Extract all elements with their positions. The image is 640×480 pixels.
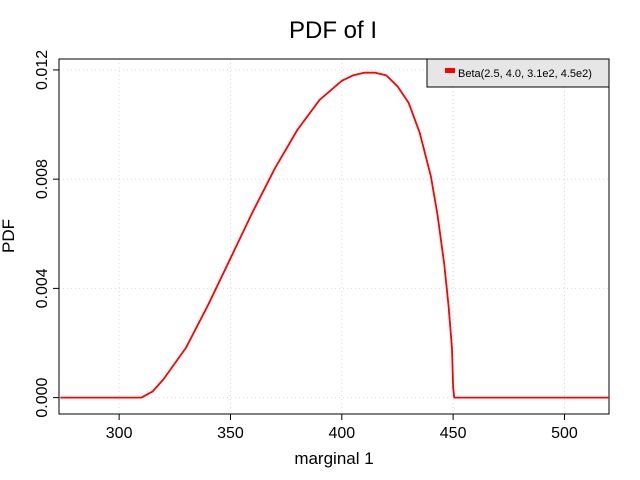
y-axis: 0.000 0.004 0.008 0.012 (34, 50, 59, 418)
x-tick-label: 400 (328, 425, 355, 442)
legend-label: Beta(2.5, 4.0, 3.1e2, 4.5e2) (458, 68, 592, 80)
plot-frame (58, 58, 610, 415)
legend: Beta(2.5, 4.0, 3.1e2, 4.5e2) (426, 58, 610, 88)
legend-swatch (445, 68, 455, 73)
x-axis: 300 350 400 450 500 (106, 414, 578, 442)
y-tick-label: 0.004 (34, 268, 51, 308)
y-tick-label: 0.000 (34, 377, 51, 417)
x-tick-label: 300 (106, 425, 133, 442)
grid (59, 59, 609, 414)
y-tick-label: 0.008 (34, 159, 51, 199)
chart-title: PDF of I (289, 17, 377, 44)
legend-box (426, 58, 610, 88)
x-tick-label: 450 (440, 425, 467, 442)
x-tick-label: 350 (217, 425, 244, 442)
x-axis-label: marginal 1 (294, 449, 373, 468)
x-tick-label: 500 (551, 425, 578, 442)
series-line (60, 71, 609, 399)
y-axis-label: PDF (0, 219, 18, 253)
series-layer (60, 71, 609, 399)
y-tick-label: 0.012 (34, 50, 51, 90)
